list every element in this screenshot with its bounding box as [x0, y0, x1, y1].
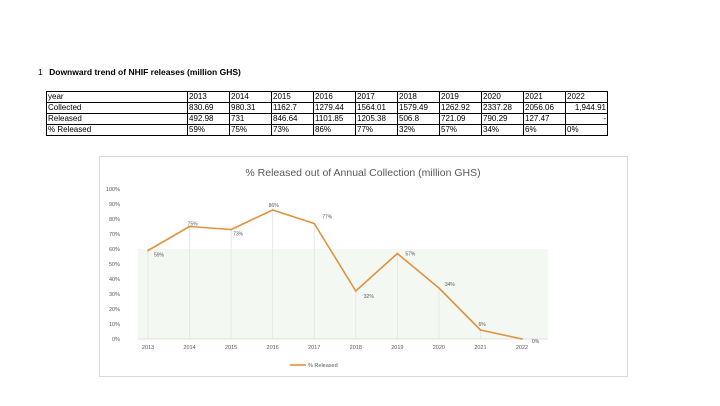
table-cell: 77% [355, 124, 398, 136]
x-tick-label: 2016 [267, 345, 279, 351]
row-label: Collected [46, 102, 188, 114]
table-cell: 2337.28 [481, 102, 524, 114]
table-cell: 731 [229, 113, 272, 125]
section-heading: 1 Downward trend of NHIF releases (milli… [38, 67, 241, 77]
data-label: 59% [154, 253, 165, 259]
y-tick-label: 100% [106, 187, 120, 193]
row-label: Released [46, 113, 188, 125]
background-band [138, 249, 548, 339]
table-row: Collected 830.69 980.31 1162.7 1279.44 1564.0… [46, 102, 608, 114]
table-cell: 2015 [271, 91, 314, 103]
data-point [437, 287, 440, 289]
x-tick-label: 2019 [391, 345, 403, 351]
table-cell: 32% [397, 124, 440, 136]
data-point [188, 225, 191, 228]
y-tick-label: 50% [109, 262, 120, 268]
table-cell: 1101.85 [313, 113, 356, 125]
y-tick-label: 0% [112, 337, 120, 343]
data-point [354, 290, 357, 292]
table-cell: 1262.92 [439, 102, 482, 114]
row-label: % Released [46, 124, 188, 136]
data-label: 32% [364, 294, 375, 300]
table-cell: 1279.44 [313, 102, 356, 114]
chart-container: % Released out of Annual Collection (mil… [99, 156, 628, 377]
data-point [396, 252, 399, 255]
y-tick-label: 90% [109, 202, 120, 208]
series-line-released [147, 209, 523, 340]
table-cell: 2056.06 [523, 102, 566, 114]
table-cell: 846.64 [271, 113, 314, 125]
x-tick-label: 2021 [474, 345, 486, 351]
table-row: % Released 59% 75% 73% 86% 77% 32% 57% 34% 6% 0% [46, 124, 608, 136]
table-cell: 2022 [565, 91, 608, 103]
line-chart: % Released out of Annual Collection (mil… [106, 167, 548, 369]
table-cell: 2020 [481, 91, 524, 103]
data-label: 6% [478, 322, 486, 328]
table-cell: 6% [523, 124, 566, 136]
table-cell: 2018 [397, 91, 440, 103]
table-cell: 0% [565, 124, 608, 136]
table-cell: 75% [229, 124, 272, 136]
data-point [271, 209, 274, 211]
table-cell: 1579.49 [397, 102, 440, 114]
data-point [521, 338, 523, 340]
data-point [147, 249, 149, 252]
x-tick-label: 2017 [308, 345, 320, 351]
table-cell: 790.29 [481, 113, 524, 125]
data-label: 57% [405, 252, 416, 258]
table-row: Released 492.98 731 846.64 1101.85 1205.38 506… [46, 113, 608, 125]
data-label: 75% [188, 222, 199, 228]
table-cell: 830.69 [187, 102, 230, 114]
table-cell: 980.31 [229, 102, 272, 114]
table-cell: 2016 [313, 91, 356, 103]
y-tick-label: 40% [109, 277, 120, 283]
y-tick-label: 30% [109, 292, 120, 298]
table-cell: 57% [439, 124, 482, 136]
table-cell: 2021 [523, 91, 566, 103]
table-cell: 492.98 [187, 113, 230, 125]
table-cell: 86% [313, 124, 356, 136]
table-cell: 1162.7 [271, 102, 314, 114]
data-point [230, 228, 233, 231]
legend-label: % Released [308, 363, 338, 369]
table-cell: 1205.38 [355, 113, 398, 125]
table-cell: 2014 [229, 91, 272, 103]
table-cell: 2017 [355, 91, 398, 103]
table-cell: 59% [187, 124, 230, 136]
table-cell: 2013 [187, 91, 230, 103]
y-tick-label: 80% [109, 217, 120, 223]
x-tick-label: 2018 [350, 345, 362, 351]
data-label: 73% [233, 232, 244, 238]
data-label: 34% [445, 282, 456, 288]
y-tick-label: 10% [109, 322, 120, 328]
x-tick-label: 2014 [183, 345, 195, 351]
table-cell: 2019 [439, 91, 482, 103]
table-cell: 73% [271, 124, 314, 136]
table-cell: 127.47 [523, 113, 566, 125]
table-cell: - [565, 113, 608, 125]
nhif-table: year 2013 2014 2015 2016 2017 2018 2019 2020 2021… [46, 91, 608, 136]
heading-number: 1 [38, 67, 43, 77]
y-tick-label: 20% [109, 307, 120, 313]
heading-title: Downward trend of NHIF releases (million… [49, 67, 241, 77]
x-tick-label: 2015 [225, 345, 237, 351]
data-label: 77% [322, 215, 333, 221]
x-tick-label: 2020 [433, 345, 445, 351]
data-label: 0% [532, 339, 540, 345]
table-cell: 1,944.91 [565, 102, 608, 114]
table-cell: 1564.01 [355, 102, 398, 114]
table-cell: 721.09 [439, 113, 482, 125]
chart-title: % Released out of Annual Collection (mil… [245, 167, 480, 179]
x-tick-label: 2022 [516, 345, 528, 351]
row-label: year [46, 91, 188, 103]
x-tick-label: 2013 [142, 345, 154, 351]
table-cell: 506.8 [397, 113, 440, 125]
y-tick-label: 70% [109, 232, 120, 238]
y-tick-label: 60% [109, 247, 120, 253]
table-row: year 2013 2014 2015 2016 2017 2018 2019 2020 2021… [46, 91, 608, 103]
data-point [313, 222, 316, 225]
data-label: 86% [269, 203, 280, 209]
data-point [479, 329, 482, 331]
table-cell: 34% [481, 124, 524, 136]
